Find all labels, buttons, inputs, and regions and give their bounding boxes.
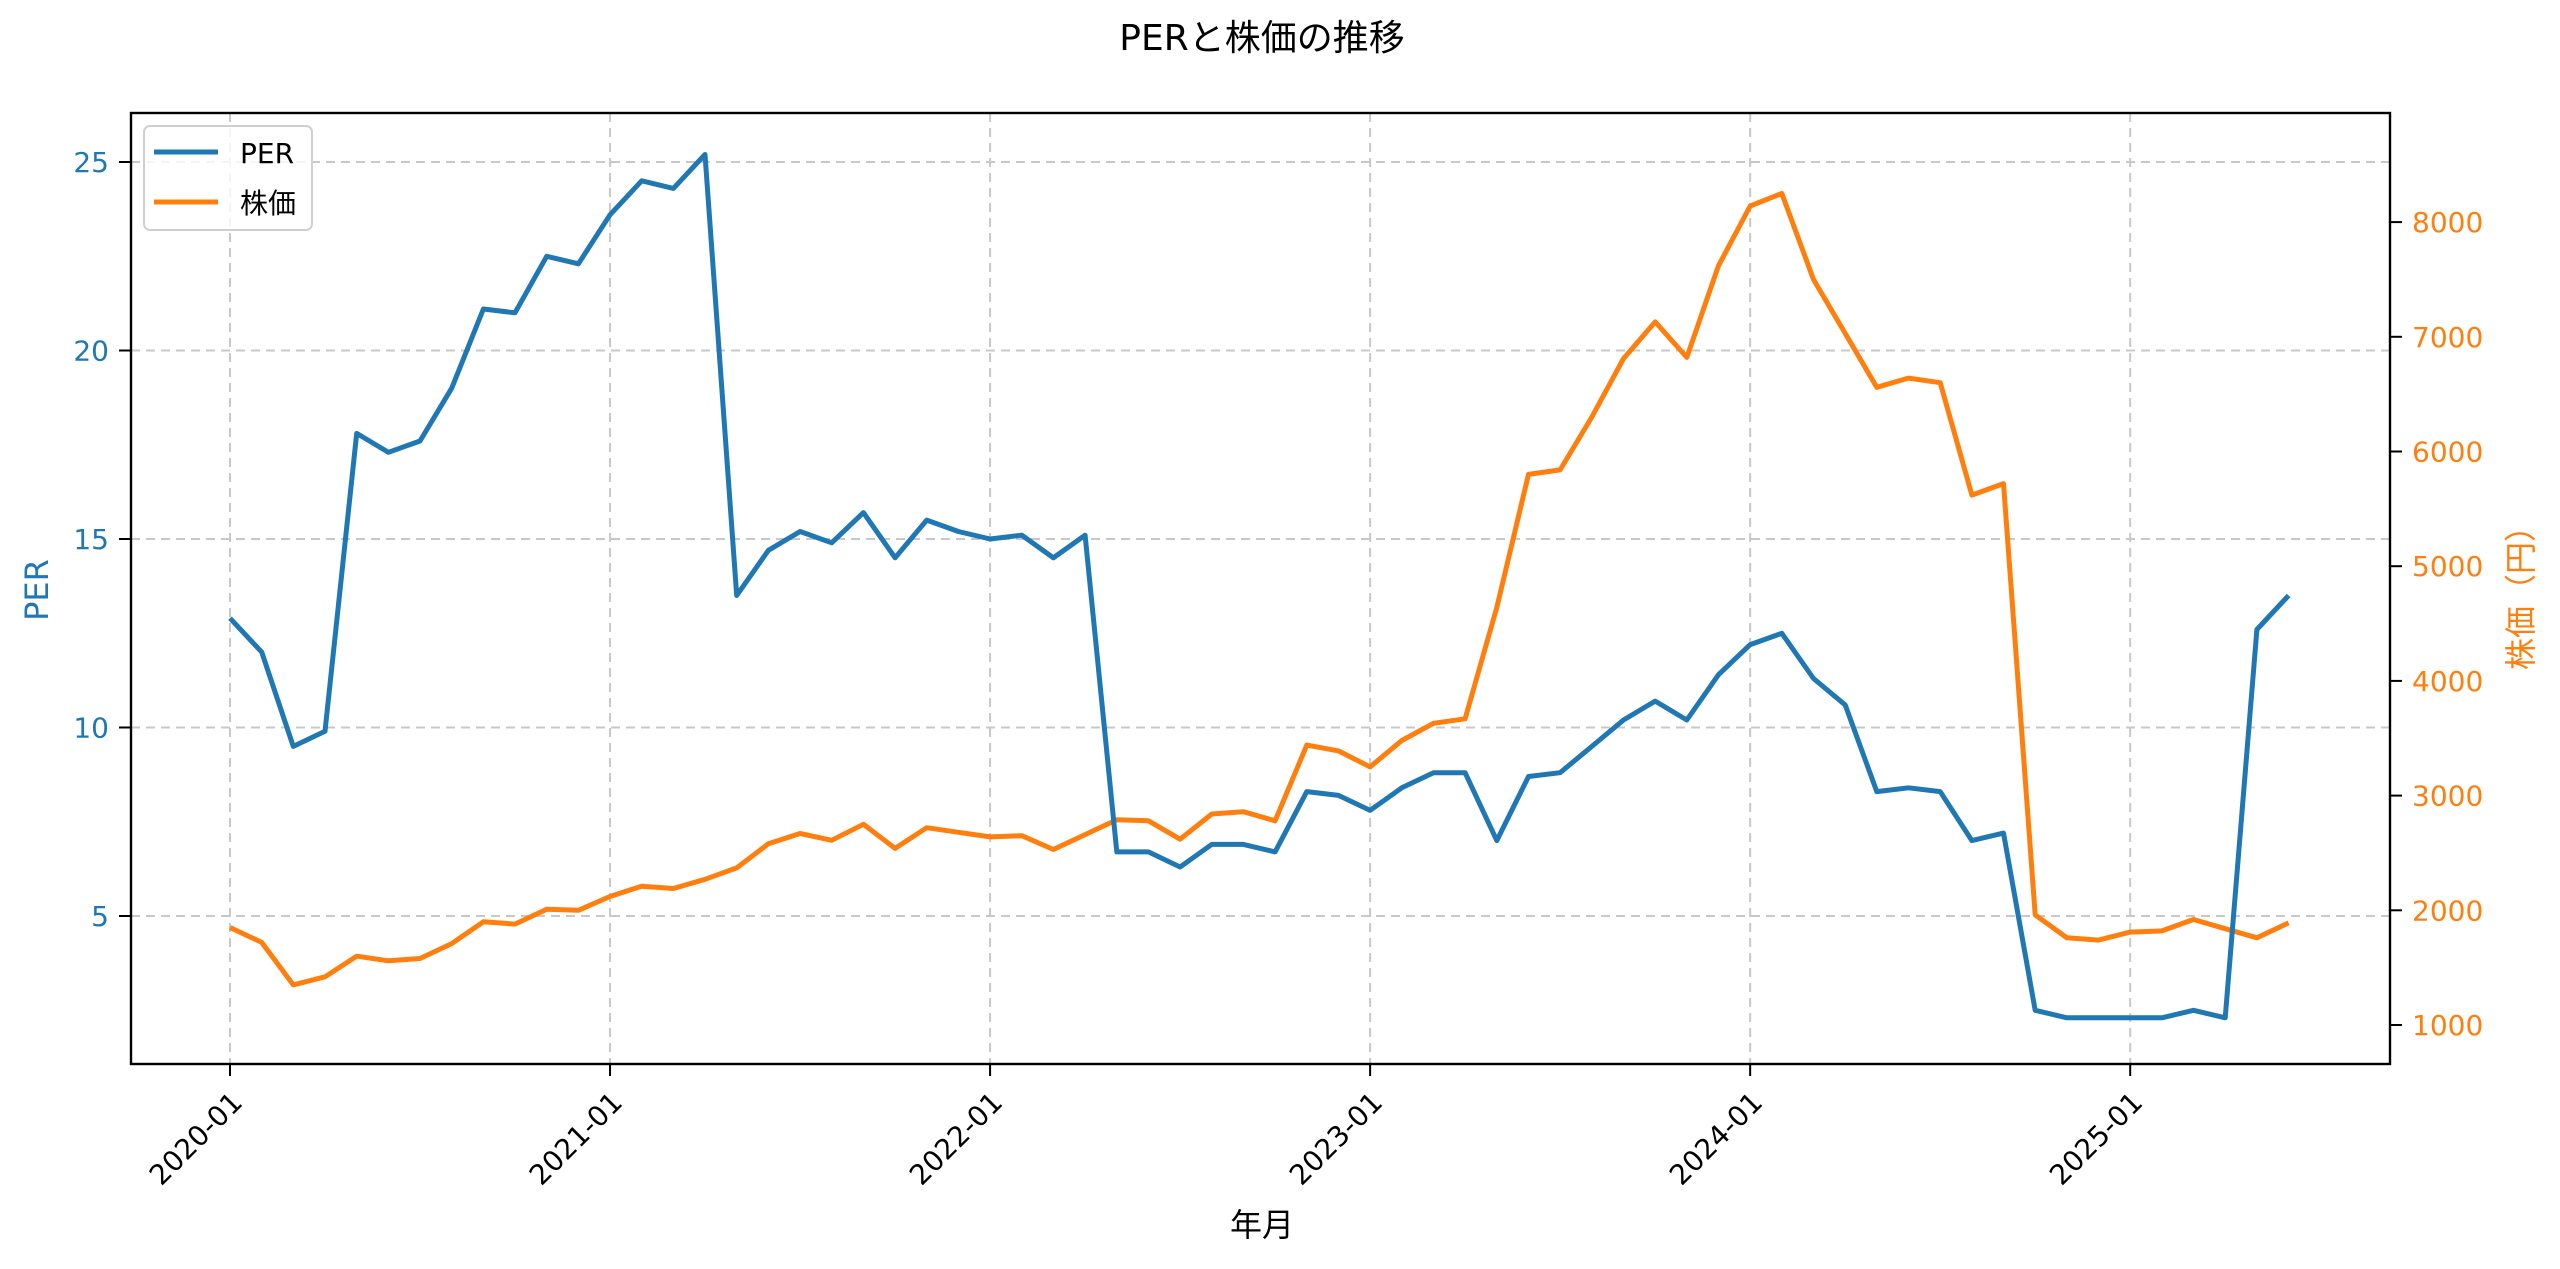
right-tick-label: 5000	[2412, 550, 2483, 583]
right-tick-label: 8000	[2412, 206, 2483, 239]
chart-title: PERと株価の推移	[1119, 18, 1404, 59]
left-axis-label: PER	[18, 559, 56, 621]
plot-frame	[129, 111, 2392, 1066]
x-tick-label: 2020-01	[143, 1086, 249, 1192]
price-line	[228, 190, 2290, 988]
legend-price-label: 株価	[240, 187, 296, 220]
x-tick-label: 2024-01	[1663, 1086, 1769, 1192]
x-tick-label: 2025-01	[2043, 1086, 2149, 1192]
left-tick-label: 10	[73, 712, 109, 745]
right-tick-label: 6000	[2412, 436, 2483, 469]
right-y-axis: 1000 2000 3000 4000 5000 6000 7000 8000	[2390, 206, 2483, 1042]
x-axis-label: 年月	[1230, 1206, 1294, 1244]
right-tick-label: 4000	[2412, 665, 2483, 698]
left-tick-label: 20	[73, 335, 109, 368]
legend-per-label: PER	[240, 137, 294, 170]
right-tick-label: 7000	[2412, 321, 2483, 354]
right-axis-label: 株価（円）	[2502, 510, 2540, 670]
per-line	[228, 152, 2291, 1021]
left-y-axis: 5 10 15 20 25	[73, 146, 131, 933]
x-tick-label: 2023-01	[1283, 1086, 1389, 1192]
legend: PER 株価	[143, 125, 313, 231]
x-tick-label: 2022-01	[903, 1086, 1009, 1192]
x-tick-label: 2021-01	[523, 1086, 629, 1192]
grid-lines	[131, 113, 2390, 1064]
x-axis: 2020-01 2021-01 2022-01 2023-01 2024-01 2025-…	[143, 1064, 2149, 1192]
left-tick-label: 5	[91, 900, 109, 933]
right-tick-label: 3000	[2412, 780, 2483, 813]
right-tick-label: 1000	[2412, 1009, 2483, 1042]
left-tick-label: 25	[73, 146, 109, 179]
right-tick-label: 2000	[2412, 894, 2483, 927]
left-tick-label: 15	[73, 523, 109, 556]
